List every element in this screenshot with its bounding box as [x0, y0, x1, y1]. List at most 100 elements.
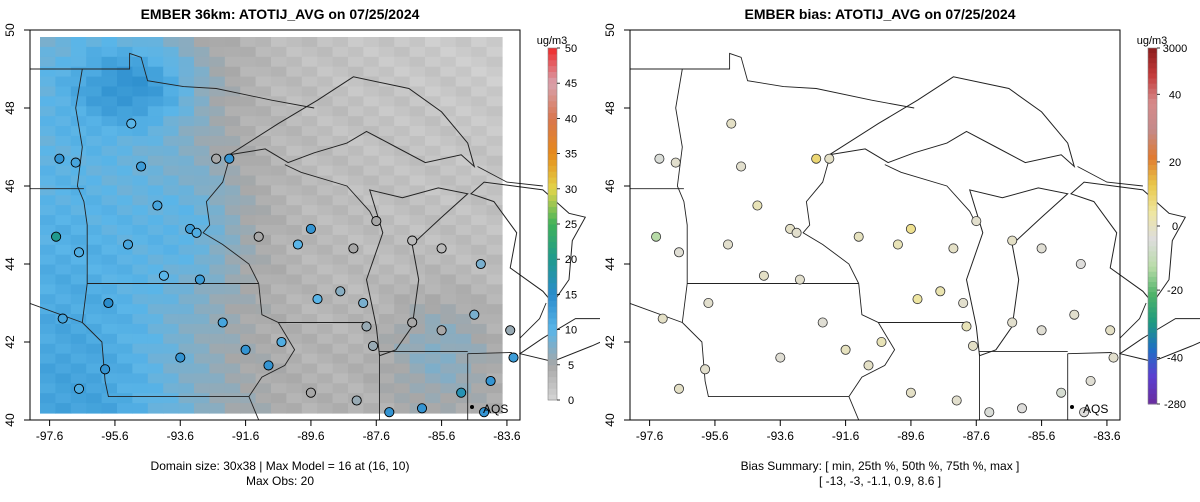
lake-outline — [829, 76, 1076, 169]
bias-site-marker — [700, 364, 711, 375]
grid-cell — [209, 343, 226, 355]
grid-cell — [163, 46, 180, 58]
grid-cell — [440, 383, 457, 394]
grid-cell — [132, 254, 149, 266]
bias-site-marker — [1056, 387, 1067, 398]
grid-cell — [378, 106, 395, 117]
grid-cell — [455, 86, 472, 97]
grid-cell — [255, 383, 272, 394]
grid-cell — [178, 373, 195, 384]
grid-cell — [224, 76, 241, 88]
grid-cell — [70, 175, 87, 187]
grid-cell — [486, 225, 503, 236]
grid-cell — [317, 363, 334, 375]
grid-cell — [240, 234, 257, 246]
grid-cell — [240, 393, 257, 404]
grid-cell — [178, 403, 195, 414]
grid-cell — [240, 244, 257, 256]
bias-site-marker — [651, 231, 662, 242]
grid-cell — [286, 175, 303, 187]
grid-cell — [409, 393, 426, 404]
bias-site-marker — [905, 223, 916, 234]
grid-cell — [394, 37, 411, 48]
grid-cell — [55, 56, 72, 68]
grid-cell — [147, 333, 164, 345]
colorbar-segment — [1148, 388, 1157, 395]
grid-cell — [209, 284, 226, 295]
grid-cell — [132, 135, 149, 147]
grid-cell — [55, 383, 72, 394]
grid-cell — [286, 106, 303, 117]
grid-cell — [317, 234, 334, 246]
grid-cell — [224, 126, 241, 137]
grid-cell — [163, 254, 180, 266]
grid-cell — [425, 165, 441, 177]
grid-cell — [348, 225, 364, 236]
x-tick-label: -95.6 — [101, 429, 129, 443]
colorbar-segment — [1148, 256, 1157, 263]
grid-cell — [86, 294, 103, 305]
grid-cell — [255, 106, 272, 117]
grid-cell — [101, 304, 118, 315]
colorbar-segment — [548, 77, 557, 84]
grid-cell — [394, 165, 411, 177]
site-marker — [335, 286, 346, 297]
grid-cell — [486, 126, 503, 137]
colorbar-segment — [548, 265, 557, 272]
grid-cell — [486, 56, 503, 68]
grid-cell — [378, 215, 395, 226]
border-line — [477, 166, 543, 187]
grid-cell — [40, 225, 56, 236]
grid-cell — [194, 284, 210, 295]
grid-cell — [301, 323, 318, 335]
grid-cell — [194, 294, 210, 305]
grid-cell — [378, 135, 395, 147]
grid-cell — [163, 225, 180, 236]
grid-cell — [70, 96, 87, 107]
grid-cell — [348, 264, 364, 276]
grid-cell — [471, 76, 488, 88]
colorbar-segment — [1148, 149, 1157, 156]
grid-cell — [117, 185, 133, 196]
site-marker — [126, 118, 137, 129]
grid-cell — [471, 106, 488, 117]
grid-cell — [286, 185, 303, 196]
grid-cell — [55, 135, 72, 147]
grid-cell — [363, 56, 380, 68]
grid-cell — [178, 264, 195, 276]
grid-cell — [86, 185, 103, 196]
grid-cell — [147, 126, 164, 137]
grid-cell — [455, 304, 472, 315]
bias-site-marker — [758, 270, 769, 281]
colorbar-segment — [548, 89, 557, 96]
grid-cell — [317, 195, 334, 206]
lake-outline — [518, 318, 600, 363]
grid-cell — [471, 116, 488, 127]
grid-cell — [394, 323, 411, 335]
y-tick-label: 42 — [603, 335, 617, 349]
grid-cell — [40, 135, 56, 147]
grid-cell — [394, 225, 411, 236]
bias-site-marker — [912, 294, 923, 305]
grid-cell — [455, 294, 472, 305]
colorbar-segment — [1148, 200, 1157, 207]
grid-cell — [440, 254, 457, 266]
grid-cell — [255, 393, 272, 404]
grid-cell — [486, 96, 503, 107]
grid-cell — [348, 274, 364, 285]
grid-cell — [486, 343, 503, 355]
grid-cell — [86, 304, 103, 315]
grid-cell — [224, 383, 241, 394]
grid-cell — [70, 264, 87, 276]
grid-cell — [332, 106, 349, 117]
grid-cell — [394, 155, 411, 167]
grid-cell — [117, 155, 133, 167]
grid-cell — [394, 274, 411, 285]
grid-cell — [486, 274, 503, 285]
grid-cell — [286, 205, 303, 216]
grid-cell — [147, 264, 164, 276]
grid-cell — [301, 264, 318, 276]
grid-cell — [425, 323, 441, 335]
grid-cell — [425, 215, 441, 226]
grid-cell — [132, 234, 149, 246]
